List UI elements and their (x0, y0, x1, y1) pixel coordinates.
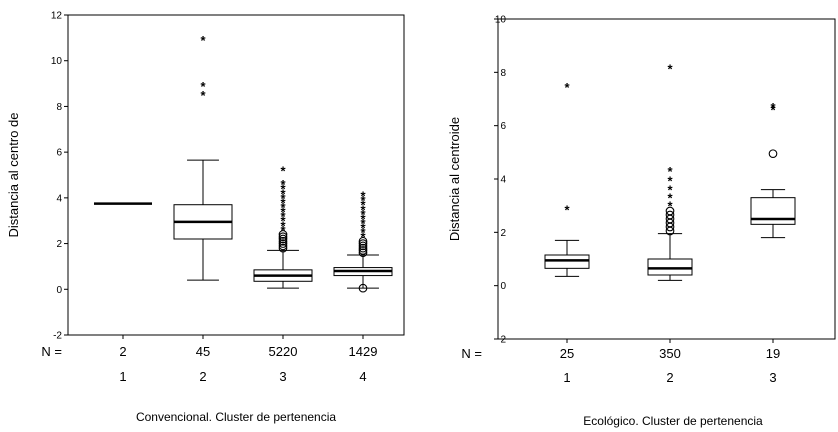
extreme-point: * (280, 191, 286, 206)
outlier-point (278, 243, 288, 253)
extreme-point: * (200, 79, 206, 94)
extreme-point: * (667, 173, 673, 188)
y-tick-label: 4 (500, 175, 506, 186)
extreme-point: * (667, 61, 673, 76)
extreme-point: * (280, 195, 286, 210)
extreme-point: * (280, 223, 286, 238)
x-category-label: 3 (279, 369, 286, 384)
outlier-point (665, 206, 675, 216)
outlier-point (278, 239, 288, 248)
extreme-point: * (667, 191, 673, 206)
y-tick-label: 8 (56, 102, 62, 113)
y-tick-label: -2 (53, 331, 62, 342)
box (750, 197, 796, 225)
extreme-point: * (667, 164, 673, 179)
n-value: 25 (560, 346, 574, 361)
extreme-point: * (200, 33, 206, 48)
n-value: 2 (119, 344, 126, 359)
y-tick-label: 4 (56, 193, 62, 204)
y-tick-label: 8 (500, 68, 506, 79)
n-label: N = (41, 344, 62, 359)
outlier-point (278, 234, 288, 244)
extreme-point: * (564, 80, 570, 95)
y-axis-title: Distancia al centroide (447, 117, 462, 241)
y-tick-label: 0 (500, 281, 506, 292)
outlier-point (358, 243, 368, 253)
x-category-label: 4 (359, 369, 366, 384)
extreme-point: * (280, 209, 286, 224)
extreme-point: * (360, 225, 366, 240)
extreme-point: * (360, 202, 366, 217)
extreme-point: * (360, 189, 366, 204)
y-tick-label: 12 (51, 11, 63, 22)
extreme-point: * (360, 221, 366, 236)
outlier-point (358, 241, 368, 251)
y-tick-label: 10 (51, 56, 63, 67)
extreme-point: * (770, 100, 776, 115)
extreme-point: * (280, 163, 286, 178)
x-category-label: 2 (666, 370, 673, 385)
extreme-point: * (564, 203, 570, 218)
extreme-point: * (280, 200, 286, 215)
outlier-point (278, 236, 288, 246)
x-axis-title: Ecológico. Cluster de pertenencia (583, 414, 763, 428)
y-tick-label: 0 (56, 285, 62, 296)
outlier-point (358, 236, 368, 246)
x-category-label: 1 (563, 370, 570, 385)
outlier-point (278, 230, 288, 239)
y-tick-label: 10 (495, 15, 507, 26)
extreme-point: * (667, 183, 673, 198)
outlier-point (358, 283, 368, 293)
outlier-point (358, 239, 368, 248)
n-label: N = (461, 346, 482, 361)
x-category-label: 3 (769, 370, 776, 385)
extreme-point: * (360, 193, 366, 208)
extreme-point: * (360, 207, 366, 222)
box (544, 254, 590, 269)
extreme-point: * (360, 211, 366, 226)
extreme-point: * (280, 177, 286, 192)
n-value: 5220 (269, 344, 298, 359)
y-axis-title: Distancia al centro de (6, 112, 21, 237)
extreme-point: * (770, 103, 776, 118)
outlier-point (278, 232, 288, 242)
box (647, 258, 693, 276)
extreme-point: * (667, 199, 673, 214)
outlier-point (358, 246, 368, 255)
extreme-point: * (280, 186, 286, 201)
outlier-point (768, 149, 778, 159)
y-tick-label: 2 (56, 239, 62, 250)
n-value: 350 (659, 346, 681, 361)
n-value: 1429 (349, 344, 378, 359)
y-tick-label: 2 (500, 228, 506, 239)
extreme-point: * (280, 218, 286, 233)
outlier-point (358, 248, 368, 258)
extreme-point: * (200, 88, 206, 103)
extreme-point: * (360, 216, 366, 231)
outlier-point (665, 210, 675, 220)
plot-frame (67, 14, 405, 336)
y-tick-label: 2 (500, 335, 506, 346)
extreme-point: * (360, 198, 366, 213)
n-value: 19 (766, 346, 780, 361)
extreme-point: * (280, 182, 286, 197)
y-tick-label: 6 (56, 148, 62, 159)
extreme-point: * (360, 230, 366, 245)
extreme-point: * (280, 214, 286, 229)
outlier-point (278, 241, 288, 251)
extreme-point: * (280, 205, 286, 220)
x-axis-title: Convencional. Cluster de pertenencia (136, 410, 336, 424)
n-value: 45 (196, 344, 210, 359)
y-tick-label: 6 (500, 121, 506, 132)
x-category-label: 2 (199, 369, 206, 384)
x-category-label: 1 (119, 369, 126, 384)
